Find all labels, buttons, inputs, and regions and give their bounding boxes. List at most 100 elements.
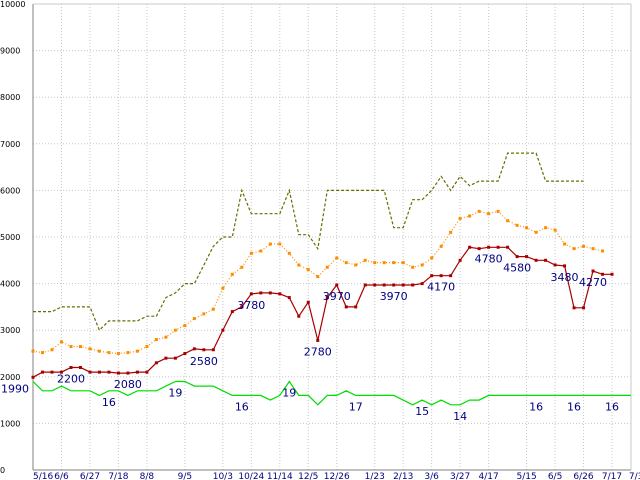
average-series-point xyxy=(430,256,434,260)
average-series-point xyxy=(534,230,538,234)
price-series-point xyxy=(249,292,253,296)
price-series-point xyxy=(78,365,82,369)
price-series-point xyxy=(116,371,120,375)
price-series-point xyxy=(373,283,377,287)
average-series-point xyxy=(373,261,377,265)
average-series-point xyxy=(325,265,329,269)
data-label: 4580 xyxy=(503,262,531,275)
price-series-point xyxy=(335,283,339,287)
average-series-point xyxy=(249,251,253,255)
price-series-point xyxy=(525,255,529,259)
y-tick-label: 2000 xyxy=(0,373,20,382)
data-label: 16 xyxy=(529,400,543,413)
average-series-point xyxy=(240,265,244,269)
x-tick-label: 5/16 xyxy=(33,472,53,480)
average-series-point xyxy=(458,216,462,220)
data-label: 16 xyxy=(102,396,116,409)
average-series-point xyxy=(50,348,54,352)
average-series-point xyxy=(477,209,481,213)
average-series-point xyxy=(221,286,225,290)
data-label: 2580 xyxy=(190,355,218,368)
y-tick-label: 0 xyxy=(0,466,5,475)
average-series-point xyxy=(211,307,215,311)
price-series-point xyxy=(563,264,567,268)
y-tick-label: 6000 xyxy=(0,186,20,195)
x-tick-label: 2/13 xyxy=(393,472,413,480)
price-series-point xyxy=(610,272,614,276)
average-series-point xyxy=(40,351,44,355)
x-tick-label: 7/31 xyxy=(629,472,640,480)
price-series-point xyxy=(363,283,367,287)
average-series-point xyxy=(59,340,63,344)
average-series-point xyxy=(116,352,120,355)
price-series-point xyxy=(211,348,215,352)
average-series-point xyxy=(591,247,595,251)
price-series-point xyxy=(449,274,453,278)
price-series-point xyxy=(126,371,130,375)
x-tick-label: 7/17 xyxy=(602,472,622,480)
average-series-point xyxy=(411,265,415,269)
price-series-point xyxy=(88,370,92,374)
y-tick-label: 3000 xyxy=(0,326,20,335)
data-label: 2780 xyxy=(304,345,332,358)
price-series-point xyxy=(173,356,177,360)
data-label: 3970 xyxy=(323,290,351,303)
y-tick-label: 9000 xyxy=(0,47,20,56)
average-series-point xyxy=(164,335,168,339)
average-series-point xyxy=(420,263,424,267)
average-series-point xyxy=(487,212,491,216)
average-series-point xyxy=(496,209,500,213)
price-series-point xyxy=(468,245,472,249)
upper-band-series-line xyxy=(33,152,584,332)
price-series-point xyxy=(544,258,548,262)
price-series-point xyxy=(287,296,291,300)
average-series-point xyxy=(278,242,282,246)
price-series-point xyxy=(306,300,310,304)
price-series-point xyxy=(354,305,358,309)
price-series-point xyxy=(202,348,206,352)
average-series-point xyxy=(145,345,149,349)
x-tick-label: 8/8 xyxy=(140,472,155,480)
data-label: 19 xyxy=(282,386,296,399)
average-series-point xyxy=(306,268,310,272)
average-series-point xyxy=(582,244,586,248)
y-tick-label: 4000 xyxy=(0,280,20,289)
price-series-point xyxy=(382,283,386,287)
average-series-point xyxy=(449,230,453,234)
data-label: 2200 xyxy=(57,372,85,385)
price-series-point xyxy=(515,255,519,259)
x-tick-label: 3/6 xyxy=(424,472,439,480)
data-label: 4780 xyxy=(475,252,503,265)
price-series-point xyxy=(278,292,282,296)
average-series-point xyxy=(97,349,101,353)
x-tick-label: 10/3 xyxy=(213,472,233,480)
price-series-point xyxy=(487,245,491,249)
x-tick-label: 4/17 xyxy=(479,472,499,480)
average-series-point xyxy=(69,345,73,349)
y-tick-label: 1000 xyxy=(0,419,20,428)
price-series-point xyxy=(259,291,263,295)
price-series-point xyxy=(240,305,244,309)
volume-series-line xyxy=(32,380,631,406)
data-label: 16 xyxy=(235,400,249,413)
average-series-point xyxy=(601,249,605,253)
data-label: 17 xyxy=(349,400,363,413)
average-series-point xyxy=(78,345,82,349)
x-tick-label: 6/27 xyxy=(80,472,100,480)
price-series-point xyxy=(183,352,187,355)
price-series-point xyxy=(145,370,149,374)
average-series-point xyxy=(553,228,557,232)
average-series-point xyxy=(515,223,519,227)
average-series-point xyxy=(392,261,396,265)
price-series-point xyxy=(230,310,234,314)
average-series-point xyxy=(230,272,234,276)
data-label: 1990 xyxy=(1,382,29,395)
data-label: 4270 xyxy=(579,276,607,289)
price-series-point xyxy=(458,258,462,262)
x-tick-label: 1/23 xyxy=(365,472,385,480)
price-series-point xyxy=(192,347,196,351)
average-series-point xyxy=(316,275,320,279)
x-tick-label: 5/15 xyxy=(516,472,536,480)
